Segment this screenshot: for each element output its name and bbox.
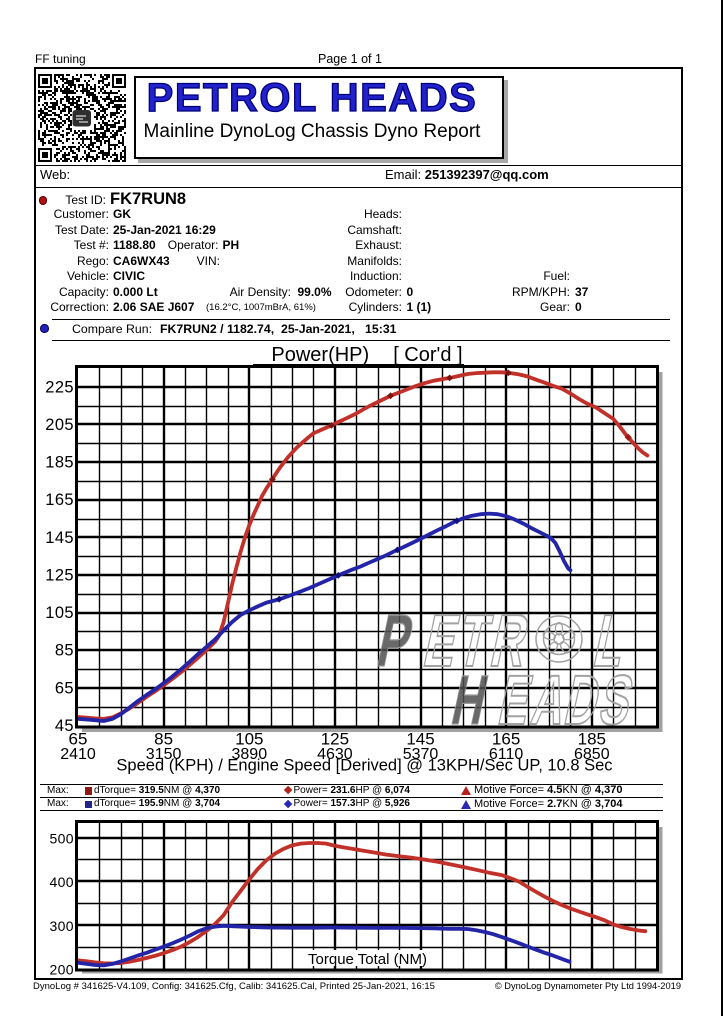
svg-text:65: 65 — [55, 679, 74, 697]
svg-text:125: 125 — [321, 730, 349, 749]
svg-text:185: 185 — [578, 730, 606, 749]
svg-text:205: 205 — [45, 416, 74, 434]
svg-text:145: 145 — [406, 730, 434, 749]
svg-text:6850: 6850 — [574, 746, 610, 763]
svg-text:145: 145 — [45, 529, 74, 547]
svg-text:165: 165 — [492, 730, 520, 749]
svg-text:125: 125 — [45, 567, 74, 585]
svg-text:225: 225 — [45, 378, 74, 396]
svg-text:200: 200 — [49, 962, 74, 978]
svg-text:3890: 3890 — [232, 746, 268, 763]
svg-text:Speed (KPH) / Engine Speed [De: Speed (KPH) / Engine Speed [Derived] @ 1… — [116, 757, 612, 775]
svg-text:45: 45 — [55, 717, 74, 735]
svg-text:185: 185 — [45, 454, 74, 472]
svg-text:400: 400 — [49, 874, 74, 890]
svg-text:Torque Total (NM): Torque Total (NM) — [308, 951, 427, 968]
svg-text:85: 85 — [55, 642, 74, 660]
svg-text:85: 85 — [154, 730, 173, 749]
svg-text:65: 65 — [69, 730, 88, 749]
svg-text:165: 165 — [45, 491, 74, 509]
svg-text:3150: 3150 — [146, 746, 182, 763]
svg-text:2410: 2410 — [60, 746, 96, 763]
svg-text:4630: 4630 — [317, 746, 353, 763]
svg-text:105: 105 — [45, 604, 74, 622]
svg-text:5370: 5370 — [403, 746, 439, 763]
svg-text:6110: 6110 — [489, 746, 524, 763]
svg-text:500: 500 — [49, 831, 74, 847]
svg-text:105: 105 — [235, 730, 263, 749]
svg-text:300: 300 — [49, 918, 74, 934]
